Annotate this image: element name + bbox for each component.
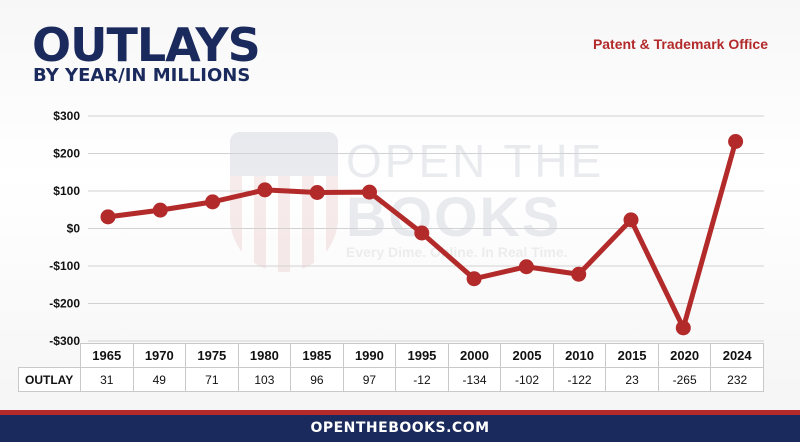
- outlay-cell: -265: [657, 367, 712, 392]
- y-tick-label: $100: [53, 184, 80, 198]
- outlay-row: OUTLAY 31 49 71 103 96 97 -12 -134 -102 -122 23 -26…: [18, 367, 764, 392]
- outlay-cell: -134: [447, 367, 502, 392]
- y-tick-label: $300: [53, 109, 80, 123]
- year-row: 1965 1970 1975 1980 1985 1990 1995 2000 2005 2010…: [19, 343, 764, 368]
- year-cell: 1965: [80, 343, 134, 368]
- outlay-cell: 49: [132, 367, 187, 392]
- year-cell: 2005: [500, 343, 554, 368]
- y-tick-label: -$200: [49, 297, 80, 311]
- footer-accent-bar: [0, 410, 800, 415]
- outlay-row-label: OUTLAY: [18, 367, 81, 392]
- page-subtitle: BY YEAR/IN MILLIONS: [33, 65, 251, 86]
- year-cell: 2010: [552, 343, 607, 368]
- outlay-cell: 232: [710, 367, 764, 392]
- data-point: [518, 259, 534, 275]
- outlay-cell: -122: [552, 367, 607, 392]
- year-cell: 1985: [290, 343, 344, 368]
- data-point: [362, 184, 377, 200]
- year-cell: 2020: [657, 343, 712, 368]
- data-table: 1965 1970 1975 1980 1985 1990 1995 2000 2005 2010…: [18, 343, 764, 392]
- year-cell: 2015: [605, 343, 659, 368]
- data-point: [309, 185, 325, 200]
- year-cell: 2000: [447, 343, 502, 368]
- year-row-label-cell: [19, 344, 81, 368]
- year-cell: 1970: [132, 343, 187, 368]
- data-point: [414, 225, 430, 241]
- outlay-cell: 97: [342, 367, 397, 392]
- data-point: [257, 182, 273, 198]
- data-point: [728, 134, 744, 149]
- outlay-cell: 103: [237, 367, 292, 392]
- agency-label: Patent & Trademark Office: [592, 36, 768, 52]
- outlay-cell: 31: [80, 367, 134, 392]
- data-point: [100, 209, 116, 225]
- year-cell: 2024: [710, 343, 764, 368]
- year-cell: 1995: [395, 343, 449, 368]
- outlay-cell: -12: [395, 367, 449, 392]
- data-point: [675, 320, 691, 336]
- y-tick-label: -$100: [49, 259, 80, 273]
- data-point: [623, 212, 639, 228]
- outlay-cell: 96: [290, 367, 344, 392]
- outlay-cell: 23: [605, 367, 659, 392]
- footer-site-link[interactable]: OPENTHEBOOKS.COM: [0, 415, 800, 442]
- y-tick-label: $0: [67, 222, 81, 236]
- outlay-cell: -102: [500, 367, 554, 392]
- data-point: [466, 271, 482, 287]
- data-point: [571, 266, 587, 282]
- y-tick-label: $200: [53, 147, 80, 161]
- data-point: [152, 202, 168, 218]
- year-cell: 1990: [342, 343, 397, 368]
- year-cell: 1975: [185, 343, 239, 368]
- data-point: [205, 194, 221, 210]
- y-tick-label: -$300: [49, 334, 80, 348]
- page-title: OUTLAYS: [32, 18, 261, 72]
- year-cell: 1980: [237, 343, 292, 368]
- outlay-cell: 71: [185, 367, 239, 392]
